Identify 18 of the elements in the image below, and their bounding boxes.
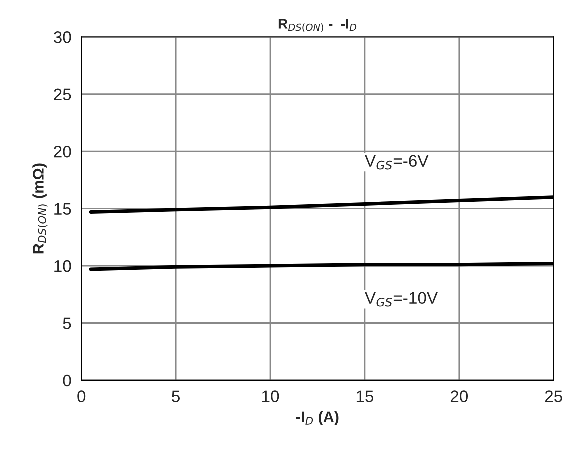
y-tick-label: 15	[54, 203, 72, 216]
x-axis-title: -I$_{D}$ (A)	[296, 411, 339, 426]
y-tick-label: 5	[63, 318, 72, 330]
series-label: V$_{GS}$=-6V	[365, 155, 429, 170]
y-tick-label: 30	[54, 32, 72, 44]
x-tick-label: 10	[262, 390, 280, 402]
y-tick-label: 0	[63, 374, 72, 387]
y-tick-label: 20	[54, 146, 72, 158]
y-axis-title: R$_{DS(ON)}$ (mΩ)	[32, 164, 48, 254]
x-tick-label: 5	[172, 390, 180, 402]
x-tick-label: 15	[356, 390, 374, 402]
y-tick-label: 25	[54, 88, 72, 101]
chart-title: R$_{DS(ON)}$ - -I$_{D}$	[278, 19, 357, 32]
x-tick-label: 0	[78, 390, 86, 402]
y-tick-label: 10	[54, 260, 72, 272]
series-label: V$_{GS}$=-10V	[365, 292, 438, 307]
x-tick-label: 25	[545, 390, 562, 402]
x-tick-label: 20	[450, 390, 468, 402]
